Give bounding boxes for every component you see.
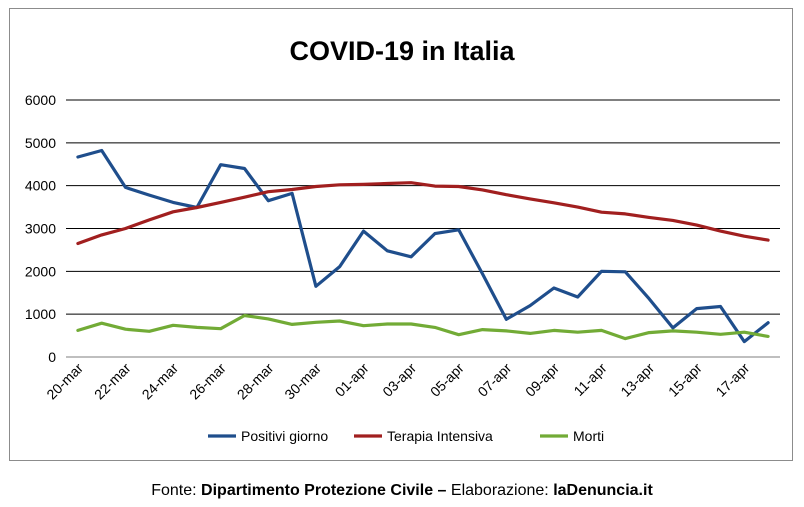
x-tick-label: 03-apr [379,360,419,400]
legend-label: Morti [573,428,604,444]
x-tick-label: 26-mar [186,360,229,403]
caption-prefix: Fonte: [151,482,202,499]
caption-source: Dipartimento Protezione Civile [201,482,434,499]
x-tick-label: 11-apr [570,360,609,399]
y-tick-label: 4000 [25,178,56,194]
x-tick-label: 17-apr [712,360,752,400]
series-line-3 [76,313,770,341]
x-tick-label: 28-mar [234,360,277,403]
chart-title: COVID-19 in Italia [289,36,515,66]
line-chart: 0 1000 2000 3000 4000 5000 6000 20-mar 22-mar 24-… [25,92,780,444]
x-tick-label: 01-apr [332,360,372,400]
y-tick-label: 0 [48,349,56,365]
y-tick-label: 5000 [25,135,56,151]
y-tick-label: 2000 [25,263,56,279]
series-line-1 [76,148,770,344]
x-tick-label: 22-mar [91,360,134,403]
x-tick-label: 15-apr [665,360,705,400]
chart-frame [9,8,793,461]
x-tick-label: 05-apr [427,360,467,400]
x-tick-label: 24-mar [139,360,182,403]
x-tick-label: 09-apr [522,360,562,400]
legend-label: Terapia Intensiva [387,428,493,444]
source-caption: Fonte: Dipartimento Protezione Civile – … [0,482,804,500]
x-tick-label: 07-apr [474,360,514,400]
x-tick-label: 20-mar [43,360,86,403]
caption-elab-label: Elaborazione: [450,482,554,499]
y-tick-label: 3000 [25,221,56,237]
caption-separator: – [433,482,451,499]
y-tick-label: 6000 [25,92,56,108]
series-line-2 [76,181,770,246]
x-tick-label: 30-mar [281,360,324,403]
x-tick-label: 13-apr [617,360,657,400]
caption-site: laDenuncia.it [553,482,653,499]
y-tick-label: 1000 [25,306,56,322]
legend-label: Positivi giorno [241,428,328,444]
